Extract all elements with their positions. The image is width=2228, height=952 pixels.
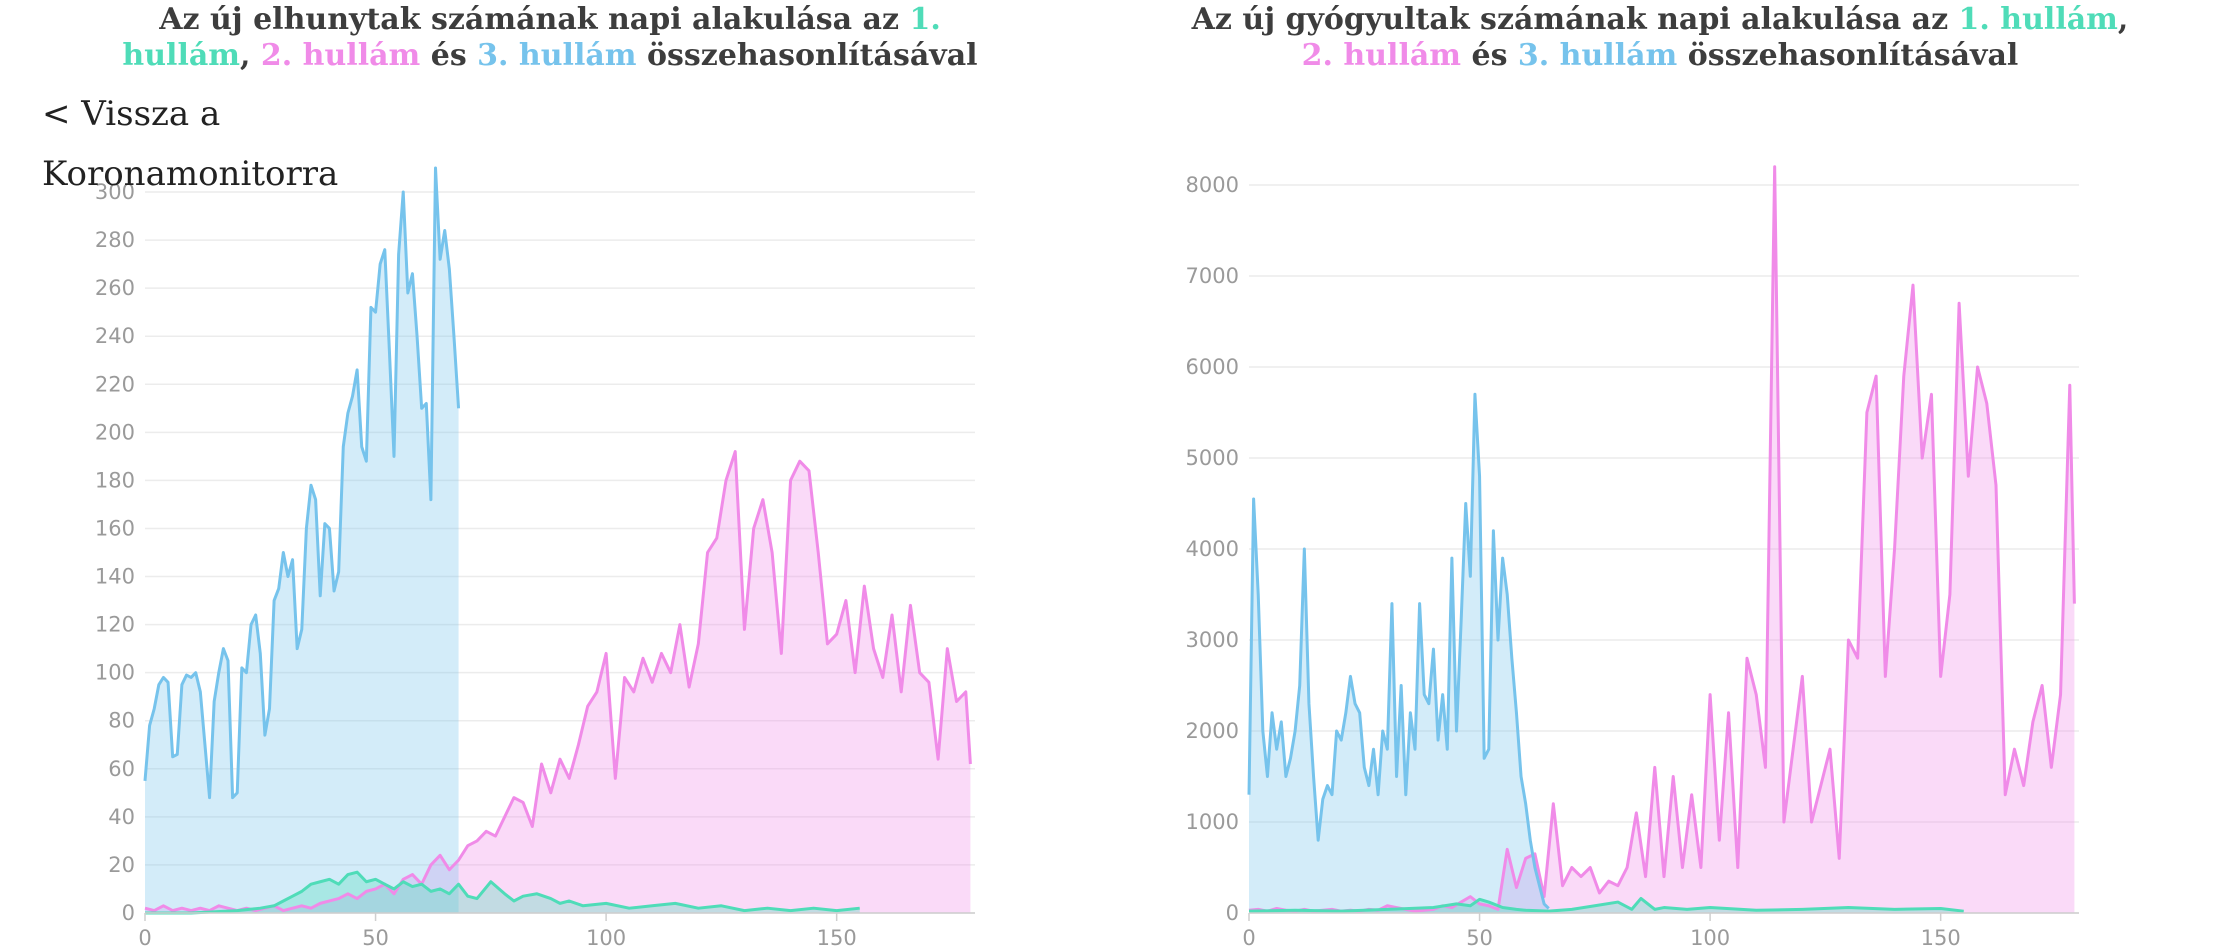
- y-tick-label: 2000: [1186, 719, 1239, 743]
- y-tick-label: 5000: [1186, 446, 1239, 470]
- y-tick-label: 220: [95, 372, 135, 396]
- chart-title-recovered: Az új gyógyultak számának napi alakulása…: [1190, 2, 2130, 74]
- x-tick-label: 0: [1242, 926, 1255, 950]
- series-area-wave2: [145, 451, 971, 913]
- x-tick-label: 100: [586, 926, 626, 950]
- x-tick-label: 50: [362, 926, 389, 950]
- series-area-wave2: [1249, 166, 2075, 914]
- y-tick-label: 0: [1226, 901, 1239, 925]
- title-prefix: Az új gyógyultak számának napi alakulása…: [1191, 2, 1959, 37]
- y-tick-label: 200: [95, 420, 135, 444]
- title-suffix: összehasonlításával: [636, 38, 978, 73]
- series-line-wave2: [1248, 165, 2076, 913]
- x-tick-label: 150: [1921, 926, 1961, 950]
- series-line-wave1: [1248, 896, 1964, 913]
- title-suffix: összehasonlításával: [1677, 38, 2019, 73]
- title-separator: és: [420, 38, 478, 73]
- back-to-koronamonitor-link[interactable]: < Vissza a Koronamonitorra: [42, 94, 339, 194]
- x-tick-label: 0: [138, 926, 151, 950]
- title-prefix: Az új elhunytak számának napi alakulása …: [159, 2, 910, 37]
- y-tick-label: 4000: [1186, 537, 1239, 561]
- y-tick-label: 160: [95, 516, 135, 540]
- title-wave3-label: 3. hullám: [1517, 38, 1678, 73]
- title-separator: ,: [2117, 2, 2129, 37]
- y-tick-label: 100: [95, 661, 135, 685]
- recovered-chart: 0 1000 2000 3000 4000 5000 6000 7000 8000 0 50 100 1…: [1186, 165, 2079, 950]
- title-separator: ,: [240, 38, 261, 73]
- title-wave2-label: 2. hullám: [260, 38, 421, 73]
- y-tick-label: 6000: [1186, 355, 1239, 379]
- series-line-wave3: [1247, 392, 1550, 910]
- y-tick-label: 0: [122, 901, 135, 925]
- y-tick-label: 3000: [1186, 628, 1239, 652]
- title-wave1-label: 1. hullám: [122, 2, 941, 73]
- series-area-wave3: [145, 167, 459, 913]
- y-tick-label: 260: [95, 276, 135, 300]
- x-tick-label: 100: [1690, 926, 1730, 950]
- y-tick-label: 7000: [1186, 264, 1239, 288]
- series-line-wave2: [144, 450, 972, 913]
- series-line-wave3: [143, 166, 461, 800]
- x-tick-label: 50: [1466, 926, 1493, 950]
- title-wave3-label: 3. hullám: [477, 38, 637, 73]
- chart-title-deaths: Az új elhunytak számának napi alakulása …: [100, 2, 1000, 74]
- title-separator: és: [1461, 38, 1518, 73]
- y-tick-label: 280: [95, 228, 135, 252]
- y-tick-label: 20: [108, 853, 135, 877]
- series-line-wave1: [145, 870, 860, 915]
- y-tick-label: 240: [95, 324, 135, 348]
- y-tick-label: 140: [95, 565, 135, 589]
- y-tick-label: 80: [108, 709, 135, 733]
- y-tick-label: 40: [108, 805, 135, 829]
- y-tick-label: 120: [95, 613, 135, 637]
- y-tick-label: 8000: [1186, 173, 1239, 197]
- deaths-chart: 0 20 40 60 80 100 120 140 160 180 200 220 240 260 280 3…: [95, 166, 975, 950]
- y-tick-label: 180: [95, 468, 135, 492]
- y-tick-label: 1000: [1186, 810, 1239, 834]
- title-wave1-label: 1. hullám: [1958, 2, 2118, 37]
- series-area-wave3: [1249, 394, 1549, 913]
- title-wave2-label: 2. hullám: [1301, 38, 1462, 73]
- x-tick-label: 150: [817, 926, 857, 950]
- y-tick-label: 60: [108, 757, 135, 781]
- y-tick-label: 300: [95, 180, 135, 204]
